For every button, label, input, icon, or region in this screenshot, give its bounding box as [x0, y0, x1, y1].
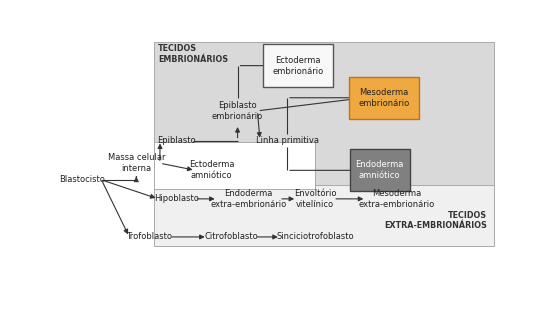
Text: TECIDOS
EMBRIONÁRIOS: TECIDOS EMBRIONÁRIOS — [158, 44, 228, 64]
Text: Epiblasto: Epiblasto — [157, 136, 196, 145]
FancyBboxPatch shape — [349, 77, 419, 119]
Text: Endoderma
amniótico: Endoderma amniótico — [355, 160, 404, 180]
Bar — [153, 142, 315, 189]
Bar — [153, 184, 494, 247]
Text: Mesoderma
embrionário: Mesoderma embrionário — [359, 88, 410, 108]
Text: Mesoderma
extra-embrionário: Mesoderma extra-embrionário — [359, 189, 435, 209]
Text: Citrofoblasto: Citrofoblasto — [204, 232, 258, 241]
Text: Endoderma
extra-embrionário: Endoderma extra-embrionário — [210, 189, 286, 209]
Text: Envoltório
vitelínico: Envoltório vitelínico — [294, 189, 336, 209]
FancyBboxPatch shape — [263, 44, 332, 87]
Text: Massa celular
interna: Massa celular interna — [107, 153, 165, 173]
Text: Ectoderma
embrionário: Ectoderma embrionário — [272, 56, 324, 76]
Text: Linha primitiva: Linha primitiva — [256, 136, 319, 145]
Text: Hipoblasto: Hipoblasto — [154, 194, 199, 203]
Bar — [153, 42, 494, 189]
Text: Ectoderma
amniótico: Ectoderma amniótico — [189, 160, 235, 180]
Text: Sinciciotrofoblasto: Sinciciotrofoblasto — [276, 232, 354, 241]
FancyBboxPatch shape — [350, 149, 410, 192]
Text: Blastocisto: Blastocisto — [58, 175, 105, 184]
Text: Trofoblasto: Trofoblasto — [126, 232, 172, 241]
Text: Epiblasto
embrionário: Epiblasto embrionário — [212, 101, 263, 121]
Text: TECIDOS
EXTRA-EMBRIONÁRIOS: TECIDOS EXTRA-EMBRIONÁRIOS — [385, 211, 488, 230]
